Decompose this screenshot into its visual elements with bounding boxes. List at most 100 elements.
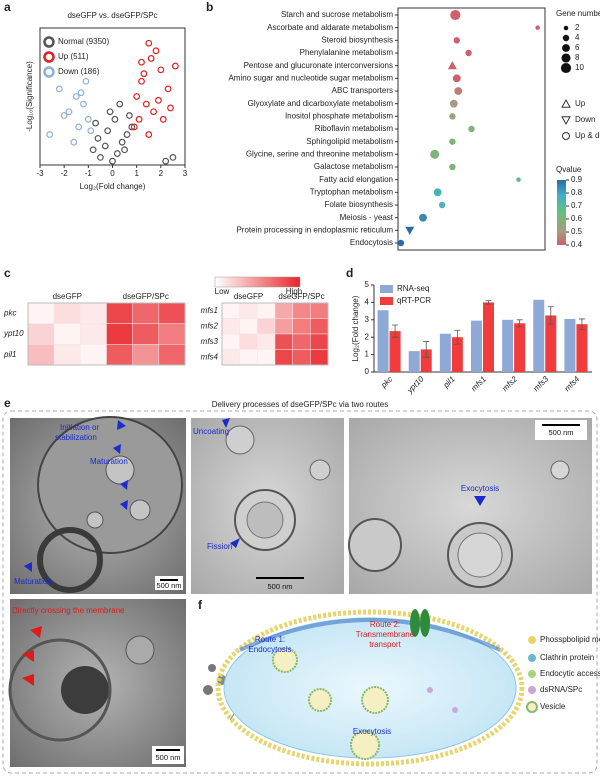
colorbar-label: High [286, 287, 302, 296]
heat-cell [239, 349, 258, 366]
panel-letter: b [206, 0, 213, 14]
bar [564, 318, 576, 372]
heat-cell [292, 302, 311, 319]
vesicle [272, 647, 298, 673]
legend-marker [561, 98, 571, 108]
point [106, 108, 114, 116]
point [159, 115, 167, 123]
y-tick-label: Tryptophan metabolism [310, 187, 394, 196]
heat-cell [310, 349, 329, 366]
colorbar-label: 0.7 [571, 201, 583, 210]
point [97, 153, 104, 161]
y-tick-label: Inositol phosphate metabolism [285, 111, 393, 120]
scale-label: 500 nm [548, 428, 573, 437]
vesicle [225, 425, 255, 455]
point [157, 66, 165, 74]
vesicle [350, 730, 380, 760]
vesicle [457, 532, 503, 578]
vesicle [309, 459, 331, 481]
channel [410, 609, 420, 637]
y-tick-label: Protein processing in endoplasmic reticu… [236, 225, 393, 234]
legend-marker [562, 132, 570, 140]
heat-cell [257, 349, 276, 366]
row-label: mfs3 [201, 337, 219, 346]
y-tick-label: Phenylalanine metabolism [300, 48, 394, 57]
heat-cell [132, 344, 160, 366]
heat-cell [257, 318, 276, 335]
particle [427, 687, 433, 693]
heat-cell [274, 318, 293, 335]
point [111, 115, 119, 123]
point [84, 115, 92, 123]
vesicle [86, 511, 104, 529]
vesicle [348, 518, 402, 572]
annotation-line: Initiation or [60, 423, 99, 432]
column-group-label: dseGFP [53, 292, 82, 301]
panel-letter: e [4, 396, 11, 410]
cell-wall [239, 618, 501, 652]
dot [419, 213, 427, 222]
bar [533, 299, 545, 372]
legend-marker [562, 44, 570, 52]
point [104, 127, 112, 135]
point [77, 89, 85, 97]
legend-label: dsRNA/SPc [540, 685, 582, 694]
error-bar [392, 324, 399, 338]
particle [452, 707, 458, 713]
legend-marker [560, 62, 572, 74]
bar [483, 302, 494, 372]
panel-letter: a [4, 0, 11, 14]
legend-label: Normal (9350) [58, 37, 109, 46]
colorbar-label: 0.5 [571, 227, 583, 236]
legend-label: 8 [575, 53, 580, 62]
point [152, 47, 160, 55]
point [46, 131, 54, 138]
point [101, 142, 109, 150]
point [147, 55, 155, 62]
panel-letter: f [198, 598, 203, 612]
annotation-line: Route 1: [255, 635, 285, 644]
legend-marker [43, 51, 55, 63]
scale-label: 500 nm [156, 581, 181, 590]
particle [203, 685, 213, 695]
legend-icon [528, 654, 536, 662]
colorbar-label: 0.4 [571, 240, 583, 249]
bar [439, 333, 451, 372]
heat-cell [106, 344, 133, 366]
point [140, 70, 148, 78]
dot [433, 188, 442, 197]
column-group-label: dseGFP [234, 292, 263, 301]
y-tick-label: Amino sugar and nucleotide sugar metabol… [228, 73, 393, 82]
heat-cell [158, 323, 186, 345]
point [164, 85, 172, 93]
bar [408, 351, 420, 372]
legend-label: 2 [575, 23, 580, 32]
dot [405, 226, 415, 235]
point [150, 108, 157, 116]
heat-cell [221, 318, 240, 335]
x-tick-label: ypt10 [405, 374, 426, 395]
legend-marker [43, 66, 55, 78]
column-group-label: dseGFP/SPc [123, 292, 169, 301]
y-tick-label: 2 [365, 332, 370, 341]
x-tick-label: 3 [183, 169, 188, 178]
y-tick-label: 1 [365, 350, 370, 359]
y-tick-label: Pentose and glucuronate interconversions [244, 61, 393, 70]
point [72, 93, 80, 100]
legend-marker [561, 53, 571, 63]
y-tick-label: Fatty acid elongation [319, 175, 393, 184]
dot [430, 149, 440, 159]
bar [545, 315, 557, 372]
heat-cell [27, 302, 55, 324]
heat-cell [53, 302, 81, 324]
point [145, 131, 153, 138]
dot [449, 113, 456, 120]
annotation: Directly crossing the membrane [12, 606, 125, 615]
dot [449, 99, 458, 108]
channel [420, 609, 430, 637]
row-label: pil1 [3, 350, 16, 359]
y-tick-label: 0 [365, 367, 370, 376]
arrow [120, 480, 128, 490]
y-tick-label: Endocytosis [350, 238, 393, 247]
